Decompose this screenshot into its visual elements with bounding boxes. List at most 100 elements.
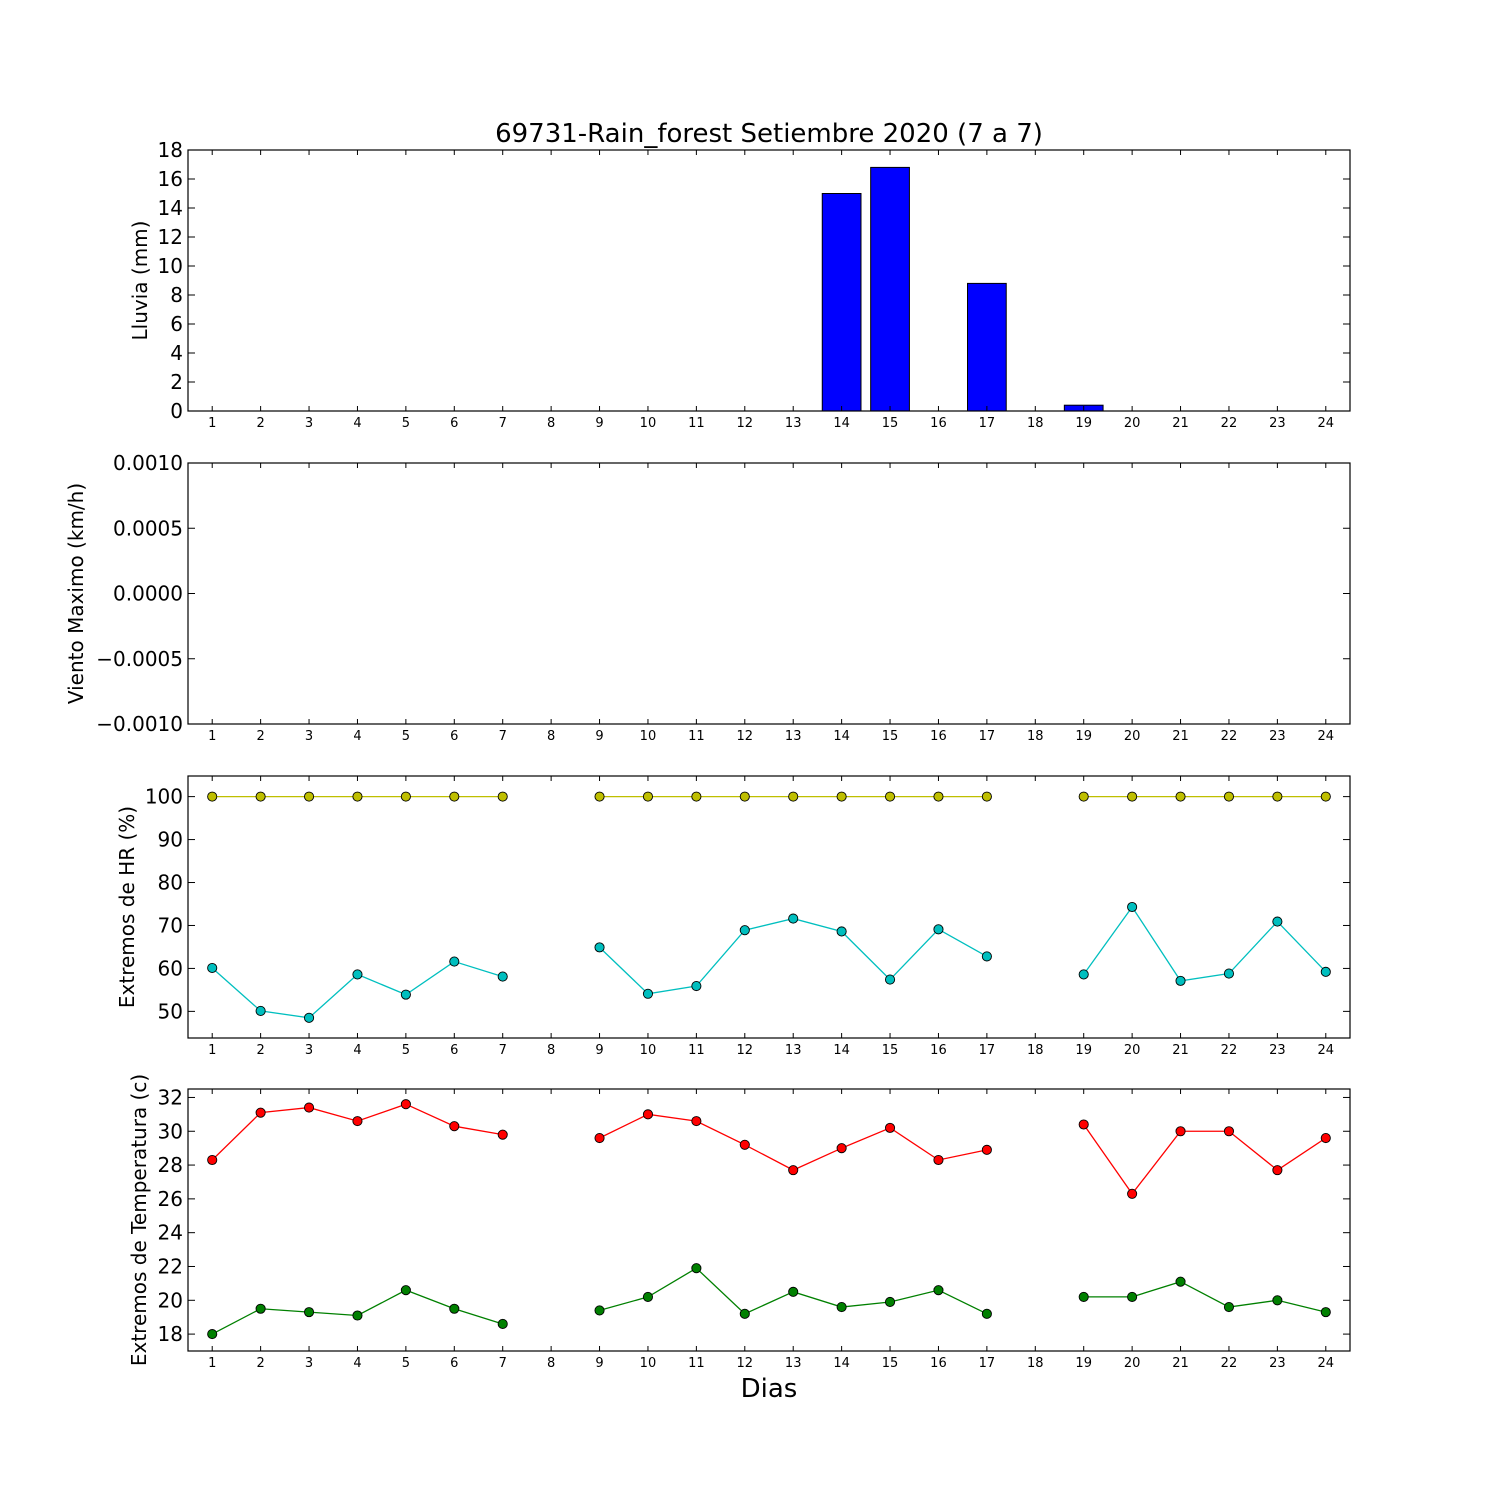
lluvia-xtick-label: 17 [979, 416, 996, 431]
lluvia-xtick-label: 15 [882, 416, 899, 431]
temperatura-series-1-point [788, 1286, 799, 1297]
temperatura-xtick-label: 10 [640, 1356, 657, 1371]
figure-title: 69731-Rain_forest Setiembre 2020 (7 a 7) [495, 119, 1043, 149]
temperatura-xtick-label: 24 [1318, 1356, 1335, 1371]
lluvia-bar [870, 166, 910, 412]
temperatura-series-0-point [400, 1099, 411, 1110]
temperatura-ytick-label: 28 [158, 1153, 183, 1177]
temperatura-series-0-point [1223, 1126, 1235, 1137]
temperatura-xtick-label: 2 [256, 1356, 264, 1371]
temperatura-xtick-label: 8 [547, 1356, 555, 1371]
temperatura-series-0-point [594, 1132, 605, 1144]
temperatura-series-0-point [449, 1121, 460, 1132]
hr-series-0-point [933, 791, 944, 802]
hr-xtick-label: 8 [547, 1043, 555, 1058]
hr-xtick-label: 12 [737, 1043, 754, 1058]
lluvia-xtick-label: 11 [688, 416, 705, 431]
lluvia-ytick-label: 0 [170, 399, 183, 423]
hr-plot-frame [187, 775, 1351, 1039]
hr-xtick-label: 10 [640, 1043, 657, 1058]
hr-xtick-label: 6 [450, 1043, 458, 1058]
temperatura-series-1-point [642, 1291, 654, 1302]
hr-series-1-point [981, 951, 992, 962]
hr-series-1-point [594, 942, 605, 953]
temperatura-series-0-point [207, 1154, 218, 1166]
lluvia-ytick-label: 8 [170, 283, 183, 307]
viento-xtick-label: 1 [208, 729, 216, 744]
lluvia-xtick-label: 2 [256, 416, 264, 431]
temperatura-series-0-point [1078, 1119, 1089, 1130]
hr-xtick-label: 14 [833, 1043, 850, 1058]
temperatura-ticks: 1 2 3 4 5 6 7 8 9 10 11 12 13 14 15 16 17 18 19 20 21 22 23 241… [158, 1085, 1350, 1371]
hr-series-1-point [1127, 901, 1138, 913]
viento-xtick-label: 20 [1124, 729, 1141, 744]
temperatura-xtick-label: 11 [688, 1356, 705, 1371]
hr-series-0-point [594, 791, 605, 802]
lluvia-xtick-label: 18 [1027, 416, 1044, 431]
temperatura-xtick-label: 15 [882, 1356, 899, 1371]
hr-series-0-point [352, 791, 363, 802]
hr-series-0-point [739, 791, 750, 802]
lluvia-xtick-label: 14 [833, 416, 850, 431]
lluvia-xtick-label: 24 [1318, 416, 1335, 431]
temperatura-xtick-label: 22 [1221, 1356, 1238, 1371]
hr-series-1-point [642, 988, 654, 999]
hr-marks [207, 791, 1331, 1023]
viento-xtick-label: 10 [640, 729, 657, 744]
temperatura-series-1-point [739, 1308, 750, 1319]
hr-series-0-point [255, 791, 266, 802]
temperatura-ytick-label: 30 [158, 1119, 183, 1143]
hr-series-0-point [1078, 791, 1089, 802]
lluvia-xtick-label: 23 [1269, 416, 1286, 431]
viento-xtick-label: 3 [305, 729, 313, 744]
temperatura-marks [207, 1099, 1331, 1340]
hr-series-1-point [255, 1005, 266, 1016]
hr-series-1-point [691, 980, 702, 992]
temperatura-series-1-point [400, 1285, 411, 1296]
temperatura-xtick-label: 17 [979, 1356, 996, 1371]
temperatura-xtick-label: 5 [402, 1356, 410, 1371]
hr-series-0-point [691, 791, 702, 802]
temperatura-series-0-point [788, 1165, 799, 1176]
hr-series-1-point [352, 969, 363, 980]
temperatura-series-0-point [981, 1144, 992, 1155]
lluvia-ytick-label: 14 [158, 196, 183, 220]
viento-xtick-label: 2 [256, 729, 264, 744]
temperatura-series-1-point [594, 1305, 605, 1316]
hr-series-0-point [207, 791, 218, 802]
viento-xtick-label: 23 [1269, 729, 1286, 744]
hr-xtick-label: 19 [1075, 1043, 1092, 1058]
lluvia-ylabel: Lluvia (mm) [128, 221, 152, 341]
viento-xtick-label: 15 [882, 729, 899, 744]
panel-lluvia: 1 2 3 4 5 6 7 8 9 10 11 12 13 14 15 16 17 18 19 20 21 22 23 240… [128, 138, 1351, 431]
hr-xtick-label: 7 [499, 1043, 507, 1058]
viento-xtick-label: 6 [450, 729, 458, 744]
hr-xtick-label: 1 [208, 1043, 216, 1058]
hr-series-1-point [884, 974, 896, 985]
panel-hr: 1 2 3 4 5 6 7 8 9 10 11 12 13 14 15 16 17 18 19 20 21 22 23 245… [115, 775, 1351, 1058]
temperatura-xtick-label: 19 [1075, 1356, 1092, 1371]
temperatura-series-0-point [691, 1116, 702, 1127]
temperatura-series-1-point [884, 1296, 896, 1308]
hr-series-0-point [981, 791, 992, 802]
temperatura-ytick-label: 32 [158, 1085, 183, 1109]
hr-series-1-point [739, 925, 750, 936]
temperatura-series-1-point [1078, 1291, 1089, 1302]
viento-xtick-label: 11 [688, 729, 705, 744]
temperatura-series-1-point [1127, 1291, 1138, 1302]
temperatura-xtick-label: 18 [1027, 1356, 1044, 1371]
lluvia-xtick-label: 19 [1075, 416, 1092, 431]
lluvia-xtick-label: 20 [1124, 416, 1141, 431]
hr-series-0-point [836, 791, 847, 802]
hr-series-0-point [497, 791, 508, 802]
viento-xtick-label: 9 [595, 729, 603, 744]
hr-xtick-label: 2 [256, 1043, 264, 1058]
lluvia-xtick-label: 10 [640, 416, 657, 431]
hr-ticks: 1 2 3 4 5 6 7 8 9 10 11 12 13 14 15 16 17 18 19 20 21 22 23 245… [145, 776, 1350, 1058]
temperatura-series-1-point [933, 1285, 944, 1296]
temperatura-xtick-label: 13 [785, 1356, 802, 1371]
temperatura-ytick-label: 18 [158, 1322, 183, 1346]
lluvia-xtick-label: 22 [1221, 416, 1238, 431]
temperatura-xtick-label: 23 [1269, 1356, 1286, 1371]
viento-ticks: 1 2 3 4 5 6 7 8 9 10 11 12 13 14 15 16 17 18 19 20 21 22 23 24−… [96, 451, 1350, 744]
